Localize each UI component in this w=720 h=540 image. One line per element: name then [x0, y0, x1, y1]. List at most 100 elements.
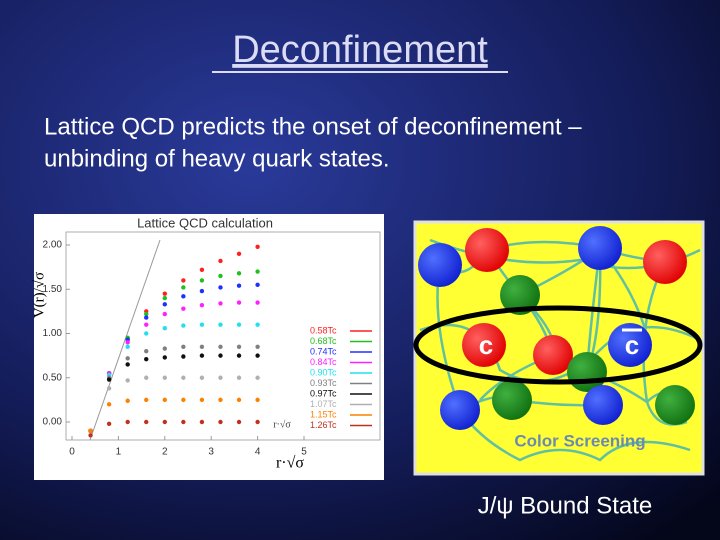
data-point [218, 397, 223, 403]
diagram-caption: Color Screening [514, 431, 645, 450]
data-point [181, 278, 186, 283]
legend-label: 0.74Tc [310, 346, 337, 356]
data-point [181, 419, 186, 425]
data-point [255, 397, 260, 403]
data-point [144, 349, 149, 354]
anticharm-quark [608, 323, 652, 367]
legend-label: 0.93Tc [310, 378, 337, 388]
x-tick-label: 5 [301, 447, 307, 458]
data-point [255, 344, 260, 349]
data-point [199, 302, 205, 308]
data-point [106, 386, 112, 391]
body-text: Lattice QCD predicts the onset of deconf… [44, 113, 582, 140]
data-point [162, 295, 167, 301]
data-point [125, 344, 130, 349]
y-tick-label: 2.00 [43, 240, 63, 251]
data-point [218, 273, 223, 279]
data-point [255, 300, 260, 305]
data-point [88, 428, 93, 434]
data-point [236, 344, 242, 349]
data-point [144, 375, 149, 380]
data-point [199, 278, 205, 283]
data-point [218, 258, 223, 264]
diagram: c c Color Screening [413, 220, 705, 476]
data-point [162, 419, 167, 425]
x-tick-label: 2 [162, 447, 168, 458]
legend-label: 1.07Tc [310, 399, 337, 409]
data-point [218, 285, 223, 290]
data-point [181, 294, 186, 299]
data-point [162, 291, 167, 296]
data-point [255, 282, 260, 288]
data-point [236, 283, 242, 288]
data-point [255, 375, 260, 380]
data-point [125, 362, 130, 367]
green-quark [500, 275, 540, 315]
chart: Lattice QCD calculation r·√σ r·√σ V(r)/√… [31, 214, 384, 480]
data-point [236, 322, 242, 327]
data-point [236, 419, 242, 425]
data-point [162, 325, 167, 331]
data-point [125, 378, 130, 383]
data-point [255, 322, 260, 327]
data-point [106, 421, 112, 426]
blue-quark [440, 390, 480, 430]
data-point [236, 251, 242, 257]
legend-label: 0.58Tc [310, 325, 337, 335]
chart-title: Lattice QCD calculation [137, 215, 273, 230]
bound-state-ring [413, 305, 703, 385]
x-tick-label: 4 [255, 447, 261, 458]
data-point [218, 344, 223, 349]
data-point [199, 397, 205, 403]
data-point [236, 300, 242, 305]
data-point [199, 353, 205, 358]
data-point [181, 323, 186, 328]
data-point [255, 353, 260, 358]
data-point [236, 271, 242, 276]
blue-quark [583, 385, 623, 425]
data-point [218, 375, 223, 380]
data-point [199, 344, 205, 349]
antiquark-label: c [625, 330, 639, 360]
data-point [255, 244, 260, 249]
data-point [199, 419, 205, 425]
y-tick-label: 1.50 [43, 284, 63, 295]
data-point [144, 356, 149, 362]
y-tick-label: 0.50 [43, 372, 63, 383]
data-point [181, 306, 186, 311]
data-point [199, 288, 205, 294]
legend-label: 0.68Tc [310, 336, 337, 346]
red-quark [533, 335, 573, 375]
y-axis-label: V(r)/√σ [31, 272, 47, 318]
data-point [181, 285, 186, 290]
data-point [125, 419, 130, 425]
data-point [218, 419, 223, 425]
data-point [106, 377, 112, 382]
data-point [199, 267, 205, 272]
y-tick-label: 1.00 [43, 328, 63, 339]
green-quark [492, 380, 532, 420]
data-point [125, 398, 130, 403]
data-point [181, 354, 186, 359]
data-point [88, 433, 93, 438]
blue-quark [418, 243, 462, 287]
data-point [144, 322, 149, 327]
data-point [255, 269, 260, 274]
x-axis-label: r·√σ [276, 455, 304, 472]
red-quark [643, 240, 687, 284]
data-point [144, 331, 149, 336]
body-text: unbinding of heavy quark states. [44, 145, 390, 172]
data-point [162, 375, 167, 380]
legend-label: 0.84Tc [310, 357, 337, 367]
data-point [255, 419, 260, 425]
footer-caption: J/ψ Bound State [478, 492, 653, 519]
data-point [162, 355, 167, 360]
charm-quark [462, 323, 506, 367]
data-point [236, 397, 242, 403]
data-point [199, 322, 205, 327]
data-point [162, 346, 167, 351]
data-point [162, 302, 167, 307]
data-point [125, 356, 130, 361]
x-tick-label: 1 [116, 447, 122, 458]
